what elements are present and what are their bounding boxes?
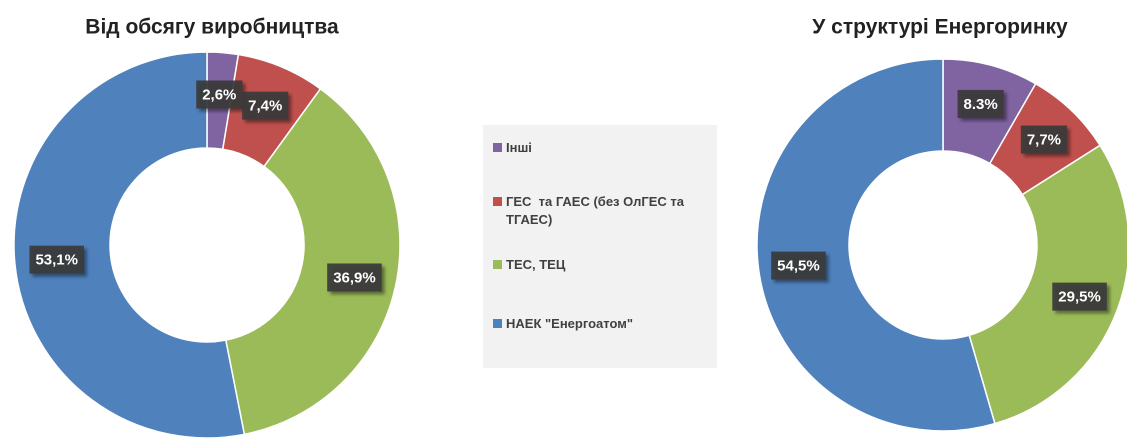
legend: Інші ГЕС та ГАЕС (без ОлГЕС та ТГАЕС) ТЕС,… [483,125,717,368]
data-label-text: 7,4% [248,98,282,115]
data-label-text: 54,5% [777,258,820,275]
data-label-text: 29,5% [1058,289,1101,306]
data-label-text: 8.3% [964,96,998,113]
data-label-text: 36,9% [333,269,376,286]
data-label: 54,5% [771,251,826,280]
chart-title: Від обсягу виробництва [85,16,339,39]
data-label: 29,5% [1052,282,1107,311]
data-label-text: 7,7% [1027,131,1061,148]
legend-label: ТЕС, ТЕЦ [506,257,566,272]
data-label-text: 2,6% [202,86,236,103]
donut-slice [224,87,401,436]
chart-title: У структурі Енергоринку [812,16,1068,39]
data-label-box [327,263,382,292]
data-label-box [771,251,826,280]
data-label-text: 53,1% [35,252,78,269]
donut-slice [13,51,246,439]
data-label-box [957,89,1004,118]
data-label: 53,1% [29,245,84,274]
legend-item: ГЕС та ГАЕС (без ОлГЕС та ТГАЕС) [493,193,708,229]
data-label: 8.3% [957,89,1004,118]
legend-item: ТЕС, ТЕЦ [493,256,708,274]
donut-slice [968,144,1127,425]
legend-item: Інші [493,139,708,157]
legend-label: НАЕК "Енергоатом" [506,316,634,331]
legend-label: ГЕС та ГАЕС (без ОлГЕС та ТГАЕС) [506,194,688,227]
legend-swatch [493,197,502,206]
data-label-box [196,80,243,109]
legend-label: Інші [506,140,532,155]
data-label-box [1020,125,1068,154]
legend-swatch [493,143,502,152]
data-label-box [242,91,289,120]
data-label-box [1052,282,1107,311]
data-label: 7,4% [242,91,289,120]
data-label: 2,6% [196,80,243,109]
legend-item: НАЕК "Енергоатом" [493,315,708,333]
legend-swatch [493,260,502,269]
data-label-box [29,245,84,274]
legend-swatch [493,319,502,328]
data-label: 7,7% [1020,125,1068,154]
data-label: 36,9% [327,263,382,292]
donut-slice [756,58,996,432]
